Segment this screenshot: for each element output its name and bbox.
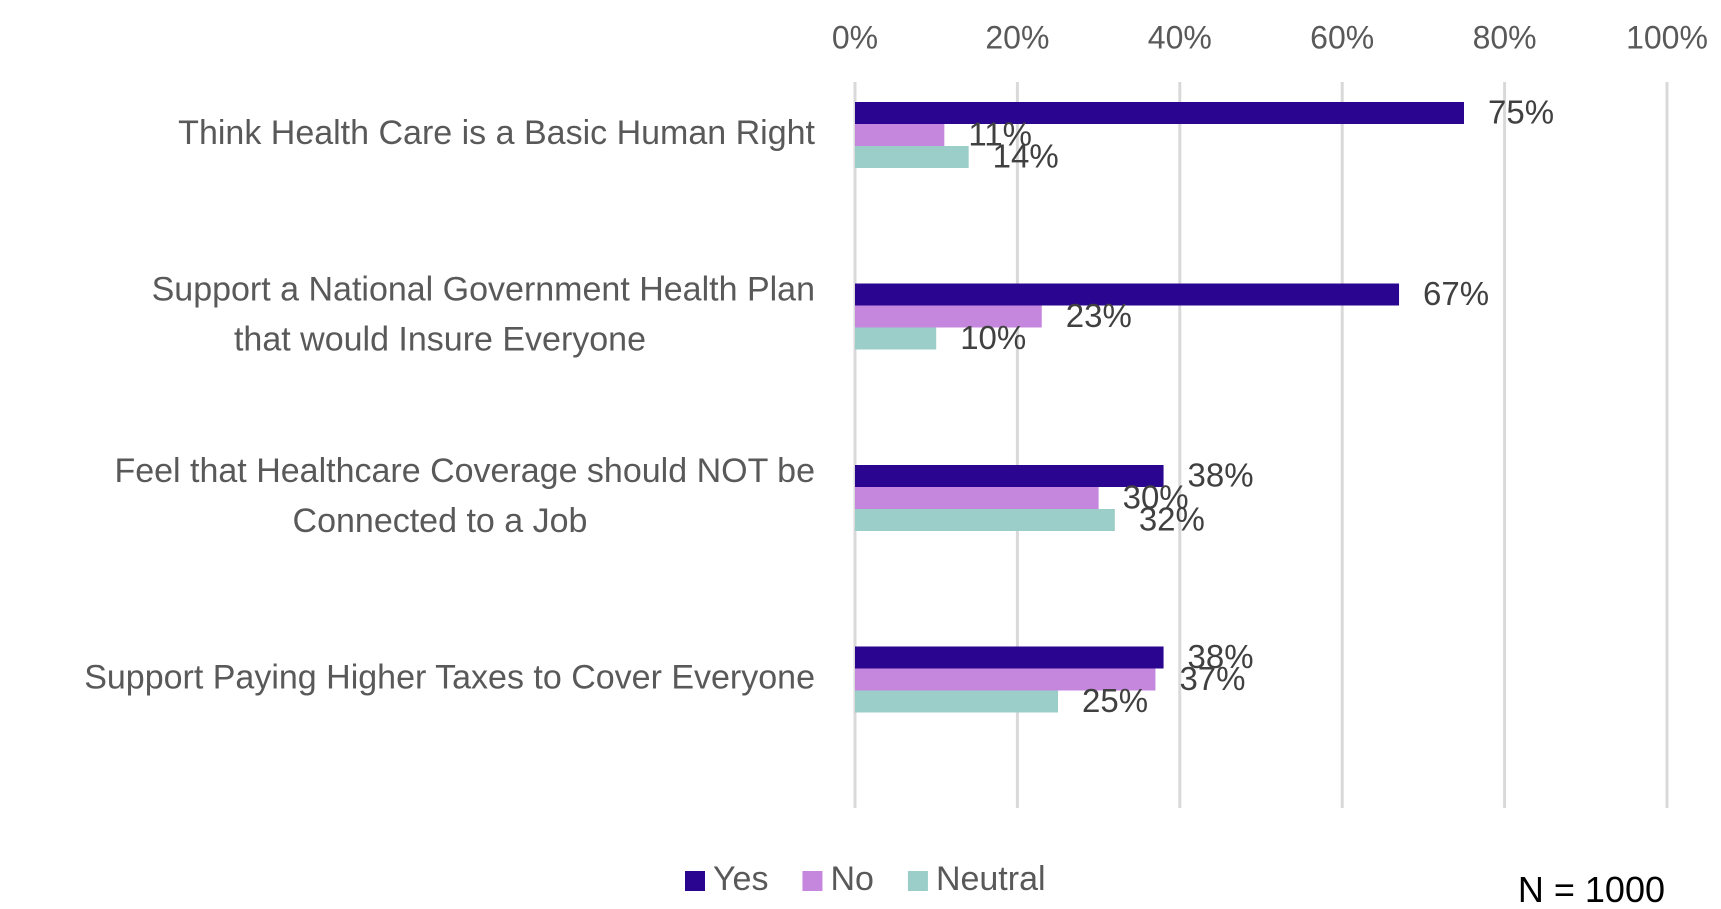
bar-neutral [855, 146, 969, 168]
x-tick-label: 20% [985, 19, 1049, 55]
legend-swatch-yes [685, 871, 705, 891]
data-label-yes: 38% [1188, 457, 1254, 494]
bar-no [855, 487, 1099, 509]
bar-yes [855, 102, 1464, 124]
legend: Yes No Neutral [685, 860, 1046, 898]
bar-neutral [855, 509, 1115, 531]
data-label-yes: 67% [1423, 275, 1489, 312]
category-labels: Think Health Care is a Basic Human Right… [84, 114, 815, 697]
legend-label-no: No [830, 860, 873, 898]
data-label-no: 37% [1179, 660, 1245, 697]
bar-yes [855, 283, 1400, 306]
category-label: Think Health Care is a Basic Human Right [178, 114, 815, 152]
data-label-no: 11% [968, 116, 1032, 153]
bar-neutral [855, 690, 1058, 713]
x-tick-label: 0% [832, 19, 878, 55]
x-tick-label: 100% [1626, 19, 1708, 55]
data-labels: 75%11%14%67%23%10%38%30%32%38%37%25% [960, 94, 1554, 720]
bar-yes [855, 465, 1164, 487]
legend-label-neutral: Neutral [936, 860, 1046, 898]
data-label-neutral: 25% [1082, 682, 1148, 719]
x-axis-ticks: 0% 20% 40% 60% 80% 100% [832, 19, 1708, 55]
bar-yes [855, 646, 1164, 669]
legend-label-yes: Yes [713, 860, 768, 898]
bars [855, 102, 1464, 713]
x-tick-label: 40% [1148, 19, 1212, 55]
data-label-no: 23% [1066, 297, 1132, 334]
data-label-neutral: 10% [960, 319, 1026, 356]
legend-swatch-no [802, 871, 823, 891]
category-label: Support Paying Higher Taxes to Cover Eve… [84, 658, 815, 696]
bar-no [855, 668, 1156, 691]
category-label: Support a National Government Health Pla… [152, 270, 815, 308]
category-label: Feel that Healthcare Coverage should NOT… [114, 452, 815, 490]
bar-no [855, 124, 945, 146]
data-label-yes: 38% [1188, 638, 1254, 675]
bar-no [855, 305, 1042, 328]
category-label: that would Insure Everyone [234, 320, 646, 358]
data-label-no: 30% [1123, 479, 1189, 516]
category-label: Connected to a Job [293, 502, 588, 540]
legend-swatch-neutral [907, 871, 928, 891]
data-label-neutral: 14% [993, 138, 1059, 175]
data-label-neutral: 32% [1139, 501, 1205, 538]
sample-size-note: N = 1000 [1518, 869, 1665, 909]
x-tick-label: 80% [1473, 19, 1537, 55]
data-label-yes: 75% [1488, 94, 1554, 131]
x-tick-label: 60% [1310, 19, 1374, 55]
bar-neutral [855, 327, 937, 350]
